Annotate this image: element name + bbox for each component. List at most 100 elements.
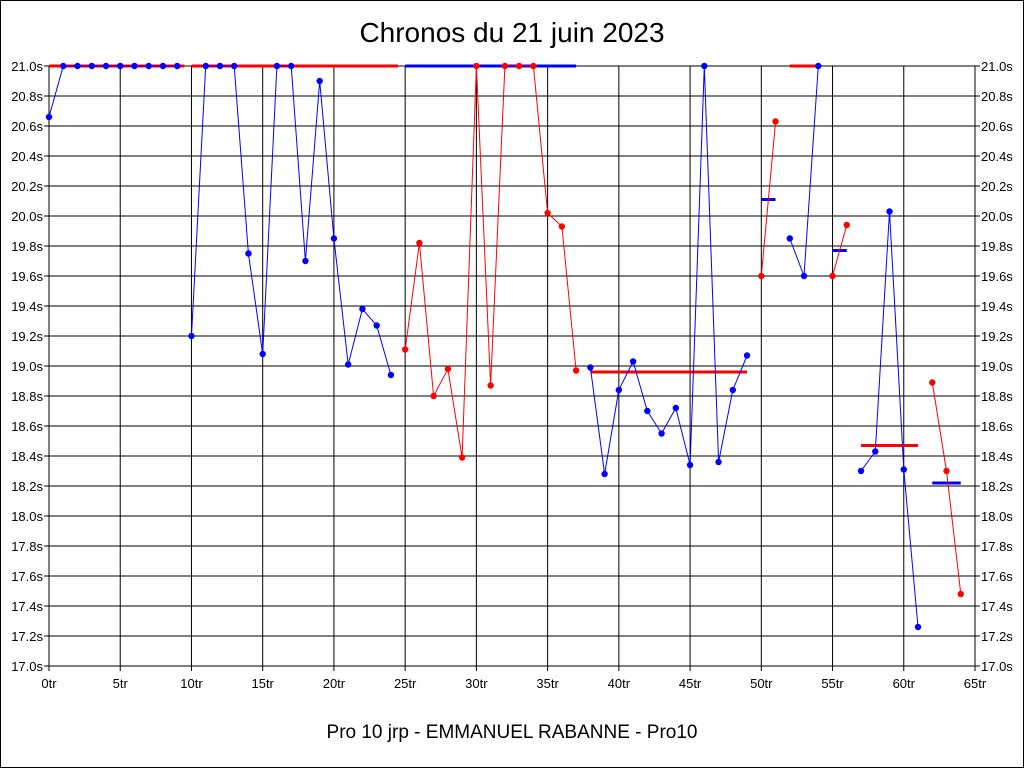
data-point <box>60 62 67 70</box>
x-tick-label: 15tr <box>251 676 274 691</box>
data-point <box>672 404 680 412</box>
chart-title: Chronos du 21 juin 2023 <box>359 17 665 48</box>
y-tick-label-right: 18.6s <box>981 419 1013 434</box>
data-point <box>316 77 323 85</box>
data-point <box>701 62 708 70</box>
data-point <box>302 257 309 265</box>
y-tick-label-left: 17.0s <box>11 659 43 674</box>
data-point <box>117 62 124 70</box>
y-tick-label-right: 19.0s <box>981 359 1013 374</box>
x-tick-label: 60tr <box>893 676 916 691</box>
series-line <box>860 211 919 628</box>
data-point <box>473 62 480 70</box>
series-line <box>789 65 819 277</box>
data-point <box>45 113 53 121</box>
data-point <box>287 62 295 70</box>
data-point <box>273 62 281 70</box>
x-tick-label: 5tr <box>113 676 129 691</box>
data-point <box>501 62 509 70</box>
y-tick-label-left: 18.4s <box>11 449 43 464</box>
series-line <box>832 224 848 277</box>
y-tick-label-left: 17.2s <box>11 629 43 644</box>
data-point <box>758 272 765 280</box>
x-tick-label: 55tr <box>821 676 844 691</box>
y-tick-label-left: 19.2s <box>11 329 43 344</box>
series-line <box>589 65 748 475</box>
x-tick-label: 20tr <box>323 676 346 691</box>
x-tick-label: 50tr <box>750 676 773 691</box>
series-line <box>760 121 777 277</box>
data-point <box>515 62 523 70</box>
y-tick-label-left: 19.0s <box>11 359 43 374</box>
x-tick-label: 10tr <box>180 676 203 691</box>
data-point <box>872 448 879 455</box>
data-point <box>544 209 551 217</box>
data-point <box>715 458 722 466</box>
y-tick-label-left: 20.8s <box>11 89 43 104</box>
y-tick-label-right: 19.8s <box>981 239 1013 254</box>
y-tick-label-left: 21.0s <box>11 59 43 74</box>
y-tick-label-right: 17.2s <box>981 629 1013 644</box>
data-point <box>900 466 907 473</box>
data-point <box>202 62 209 70</box>
y-tick-label-right: 18.8s <box>981 389 1013 404</box>
data-point <box>131 62 138 70</box>
data-point <box>815 62 822 70</box>
series-line <box>931 382 962 595</box>
y-tick-label-right: 20.2s <box>981 179 1013 194</box>
x-tick-label: 35tr <box>536 676 559 691</box>
data-point <box>587 364 594 371</box>
data-point <box>359 305 366 313</box>
x-tick-label: 65tr <box>964 676 987 691</box>
data-point <box>800 272 808 280</box>
y-tick-label-right: 20.4s <box>981 149 1013 164</box>
data-point <box>231 62 238 70</box>
data-point <box>558 223 566 230</box>
data-point <box>145 62 152 70</box>
data-point <box>216 62 224 70</box>
y-tick-label-right: 17.8s <box>981 539 1013 554</box>
data-point <box>416 239 423 247</box>
y-tick-label-left: 18.8s <box>11 389 43 404</box>
data-point <box>601 470 608 478</box>
y-tick-label-right: 18.4s <box>981 449 1013 464</box>
data-point <box>373 322 380 329</box>
data-point <box>929 379 936 386</box>
y-tick-label-right: 20.6s <box>981 119 1013 134</box>
data-point <box>857 467 865 475</box>
data-point <box>943 467 950 475</box>
series-line <box>191 65 392 376</box>
y-tick-label-left: 17.8s <box>11 539 43 554</box>
series-line <box>48 65 178 118</box>
x-tick-label: 30tr <box>465 676 488 691</box>
y-tick-label-left: 17.6s <box>11 569 43 584</box>
data-point <box>843 221 850 229</box>
data-point <box>458 454 466 461</box>
data-point <box>259 350 266 358</box>
data-point <box>188 332 195 340</box>
data-point <box>629 358 637 365</box>
x-tick-label: 40tr <box>608 676 631 691</box>
data-point <box>743 352 751 359</box>
data-point <box>530 62 537 70</box>
data-point <box>330 235 338 242</box>
data-point <box>658 430 665 437</box>
data-point <box>430 392 437 400</box>
y-tick-label-right: 17.0s <box>981 659 1013 674</box>
y-tick-label-right: 19.2s <box>981 329 1013 344</box>
y-tick-label-right: 18.0s <box>981 509 1013 524</box>
y-tick-label-left: 18.2s <box>11 479 43 494</box>
y-tick-label-right: 19.4s <box>981 299 1013 314</box>
data-point <box>957 590 964 598</box>
y-tick-label-right: 18.2s <box>981 479 1013 494</box>
y-tick-label-right: 19.6s <box>981 269 1013 284</box>
data-point <box>344 361 352 368</box>
data-point <box>572 367 580 374</box>
chart-footer: Pro 10 jrp - EMMANUEL RABANNE - Pro10 <box>326 722 698 743</box>
x-tick-label: 25tr <box>394 676 417 691</box>
data-point <box>644 407 651 415</box>
x-tick-label: 45tr <box>679 676 702 691</box>
data-point <box>88 62 95 70</box>
y-tick-label-right: 20.8s <box>981 89 1013 104</box>
